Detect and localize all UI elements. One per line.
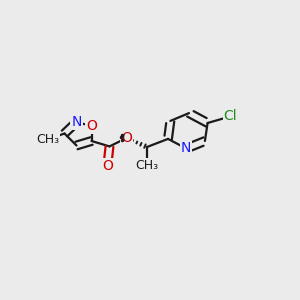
Text: CH₃: CH₃: [36, 133, 59, 146]
Text: O: O: [102, 159, 113, 172]
Text: CH₃: CH₃: [135, 159, 159, 172]
Text: Cl: Cl: [224, 110, 237, 123]
Text: O: O: [121, 131, 132, 145]
Text: N: N: [181, 142, 191, 155]
Text: O: O: [86, 119, 97, 133]
Text: N: N: [71, 115, 82, 129]
